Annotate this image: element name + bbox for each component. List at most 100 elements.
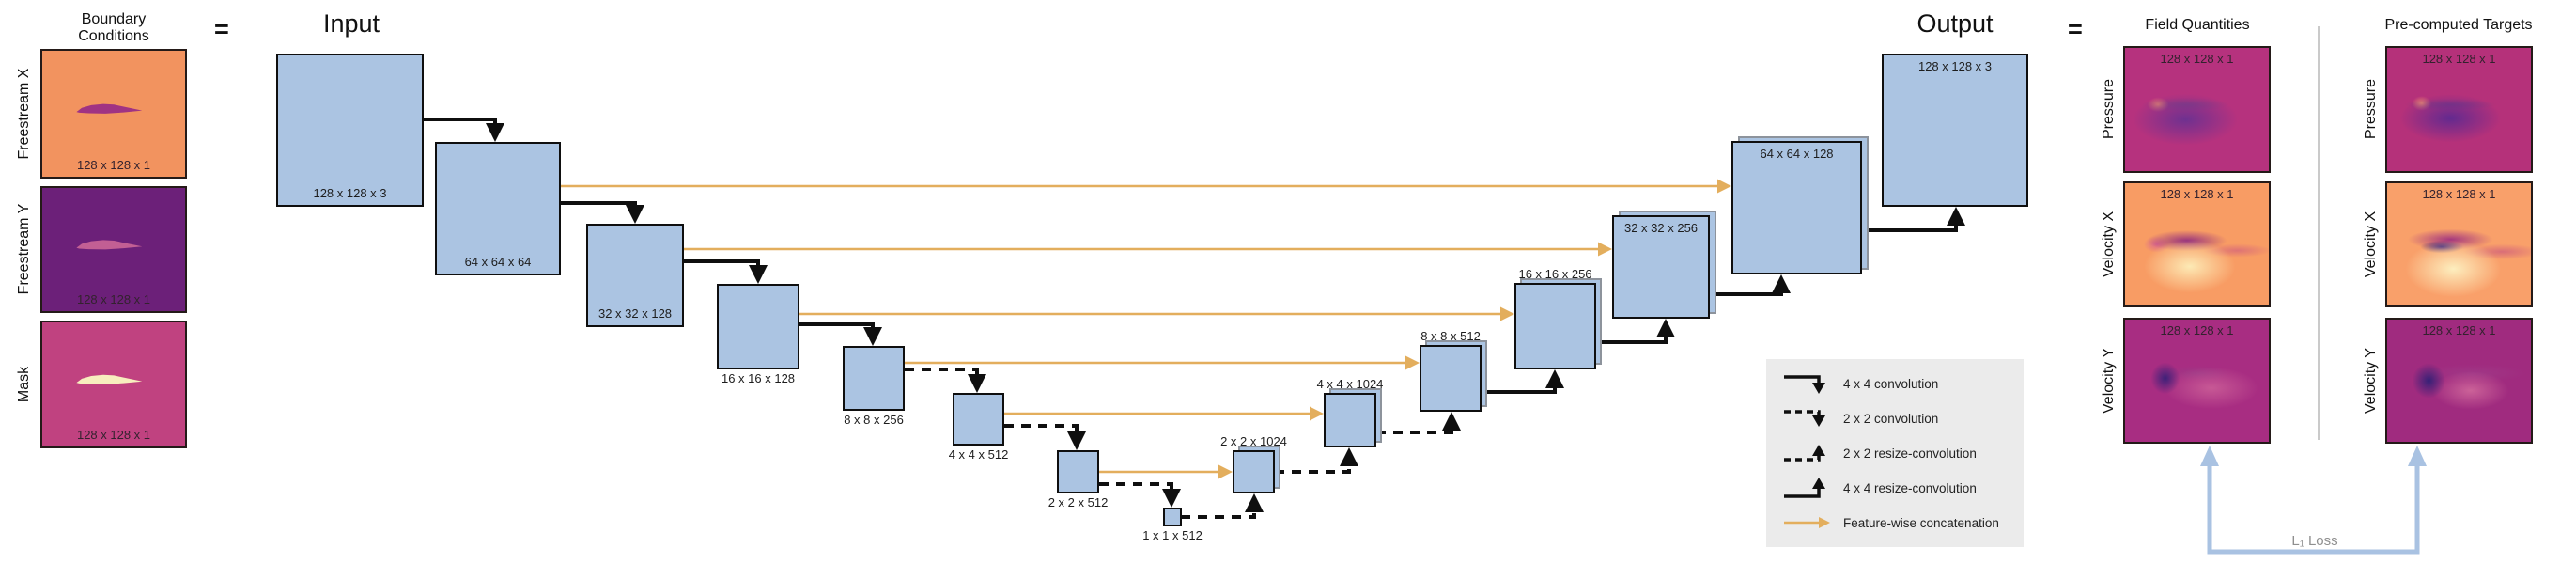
image-dims: 128 x 128 x 1 xyxy=(2160,52,2234,66)
legend-item: 4 x 4 convolution xyxy=(1781,370,2024,397)
freestream-y-image: 128 x 128 x 1 xyxy=(40,186,187,313)
legend-item: Feature-wise concatenation xyxy=(1781,509,2024,536)
resize-arrow-32-64 xyxy=(1710,274,1791,296)
box-dims: 4 x 4 x 1024 xyxy=(1316,377,1384,391)
legend-resize-conv-4x4-arrow-icon xyxy=(1784,478,1825,498)
resize-arrow-64-output xyxy=(1862,207,1965,232)
input-title: Input xyxy=(322,9,380,38)
legend-resize-conv-2x2-arrow-icon xyxy=(1784,445,1825,462)
image-dims: 128 x 128 x 1 xyxy=(76,158,151,172)
freestream-x-image: 128 x 128 x 1 xyxy=(40,49,187,179)
decoder-box-4: 4 x 4 x 1024 xyxy=(1317,377,1383,447)
decoder-box-16: 16 x 16 x 256 xyxy=(1514,267,1596,369)
box-dims: 8 x 8 x 256 xyxy=(844,413,904,427)
encoder-box-32: 32 x 32 x 128 xyxy=(586,224,684,327)
resize-arrow-16-32 xyxy=(1596,319,1675,344)
box-dims: 32 x 32 x 256 xyxy=(1623,221,1699,235)
field-quantities-title: Field Quantities xyxy=(2145,17,2250,33)
resize-arrow-8-16 xyxy=(1482,369,1564,394)
legend-item-label: 4 x 4 convolution xyxy=(1843,376,1939,391)
airfoil-shape xyxy=(76,374,143,384)
encoder-box-4: 4 x 4 x 512 xyxy=(949,393,1008,462)
bottleneck-box-1: 1 x 1 x 512 xyxy=(1142,508,1203,542)
conv-arrow-2-1 xyxy=(1099,482,1181,508)
box-dims: 32 x 32 x 128 xyxy=(597,306,673,321)
legend-item-label: 4 x 4 resize-convolution xyxy=(1843,480,1977,495)
equals-sign-right: = xyxy=(2068,15,2083,43)
decoder-box-32: 32 x 32 x 256 xyxy=(1612,215,1710,319)
box-dims: 128 x 128 x 3 xyxy=(1917,59,1993,73)
freestream-y-label: Freestream Y xyxy=(16,203,32,295)
image-dims: 128 x 128 x 1 xyxy=(2422,187,2496,201)
encoder-box-64: 64 x 64 x 64 xyxy=(435,142,561,275)
target-pressure-image: 128 x 128 x 1 xyxy=(2385,46,2533,173)
field-pressure-label: Pressure xyxy=(2101,78,2117,140)
conv-arrow-16-8 xyxy=(799,322,882,346)
l1-loss-arrowhead-left xyxy=(2200,446,2219,466)
target-pressure-label: Pressure xyxy=(2363,78,2379,140)
target-velocity-y-image: 128 x 128 x 1 xyxy=(2385,318,2533,444)
image-dims: 128 x 128 x 1 xyxy=(2422,323,2496,337)
target-velocity-x-label: Velocity X xyxy=(2363,211,2379,278)
legend-item: 4 x 4 resize-convolution xyxy=(1781,475,2024,501)
legend-item: 2 x 2 convolution xyxy=(1781,405,2024,431)
freestream-x-label: Freestream X xyxy=(16,68,32,160)
legend-item-label: 2 x 2 convolution xyxy=(1843,411,1939,426)
encoder-box-128: 128 x 128 x 3 xyxy=(276,54,424,207)
legend-conv-2x2-arrow-icon xyxy=(1784,410,1825,427)
target-velocity-x-image: 128 x 128 x 1 xyxy=(2385,181,2533,307)
equals-sign-left: = xyxy=(214,15,229,43)
encoder-box-16: 16 x 16 x 128 xyxy=(717,284,799,385)
box-dims: 64 x 64 x 64 xyxy=(464,255,532,269)
box-dims: 16 x 16 x 128 xyxy=(721,371,796,385)
airfoil-shape xyxy=(76,103,143,114)
pre-computed-targets-title: Pre-computed Targets xyxy=(2384,17,2533,33)
output-box-128: 128 x 128 x 3 xyxy=(1882,54,2028,207)
image-dims: 128 x 128 x 1 xyxy=(2160,323,2234,337)
legend-concat-arrow-icon xyxy=(1784,517,1830,528)
decoder-box-8: 8 x 8 x 512 xyxy=(1420,329,1482,412)
conv-arrow-8-4 xyxy=(905,368,986,393)
legend-conv-4x4-arrow-icon xyxy=(1784,375,1825,394)
decoder-box-64: 64 x 64 x 128 xyxy=(1731,141,1862,274)
encoder-box-2: 2 x 2 x 512 xyxy=(1048,450,1108,509)
box-dims: 2 x 2 x 1024 xyxy=(1220,434,1287,448)
legend-item-label: Feature-wise concatenation xyxy=(1843,515,1999,530)
conv-arrow-64-32 xyxy=(561,201,644,224)
legend-item: 2 x 2 resize-convolution xyxy=(1781,440,2024,466)
airfoil-shape xyxy=(76,240,143,250)
legend-item-label: 2 x 2 resize-convolution xyxy=(1843,446,1977,461)
output-title: Output xyxy=(1916,9,1994,38)
field-velocity-x-image: 128 x 128 x 1 xyxy=(2123,181,2271,307)
box-dims: 128 x 128 x 3 xyxy=(313,186,387,200)
boundary-conditions-title: Boundary Conditions xyxy=(78,11,149,45)
image-dims: 128 x 128 x 1 xyxy=(76,292,151,306)
legend: 4 x 4 convolution 2 x 2 convolution 2 x … xyxy=(1766,359,2024,547)
resize-arrow-2-4 xyxy=(1275,447,1358,474)
l1-loss-label: L₁ Loss xyxy=(2291,533,2338,549)
image-dims: 128 x 128 x 1 xyxy=(2160,187,2234,201)
field-velocity-y-label: Velocity Y xyxy=(2101,348,2117,414)
field-velocity-x-label: Velocity X xyxy=(2101,211,2117,278)
conv-arrow-4-2 xyxy=(1004,424,1086,450)
l1-loss-arrowhead-right xyxy=(2408,446,2427,466)
field-velocity-y-image: 128 x 128 x 1 xyxy=(2123,318,2271,444)
box-dims: 4 x 4 x 512 xyxy=(948,447,1009,462)
resize-arrow-4-8 xyxy=(1376,412,1461,434)
decoder-box-2: 2 x 2 x 1024 xyxy=(1220,434,1287,494)
mask-label: Mask xyxy=(16,366,32,403)
box-dims: 16 x 16 x 256 xyxy=(1518,267,1592,281)
field-pressure-image: 128 x 128 x 1 xyxy=(2123,46,2271,173)
box-dims: 1 x 1 x 512 xyxy=(1142,528,1203,542)
resize-arrow-1-2 xyxy=(1181,494,1264,519)
encoder-box-8: 8 x 8 x 256 xyxy=(843,346,905,427)
mask-image: 128 x 128 x 1 xyxy=(40,321,187,448)
target-velocity-y-label: Velocity Y xyxy=(2363,348,2379,414)
box-dims: 64 x 64 x 128 xyxy=(1760,147,1834,161)
image-dims: 128 x 128 x 1 xyxy=(76,428,151,442)
image-dims: 128 x 128 x 1 xyxy=(2422,52,2496,66)
box-dims: 8 x 8 x 512 xyxy=(1420,329,1481,343)
box-dims: 2 x 2 x 512 xyxy=(1047,495,1109,509)
conv-arrow-32-16 xyxy=(684,259,768,284)
